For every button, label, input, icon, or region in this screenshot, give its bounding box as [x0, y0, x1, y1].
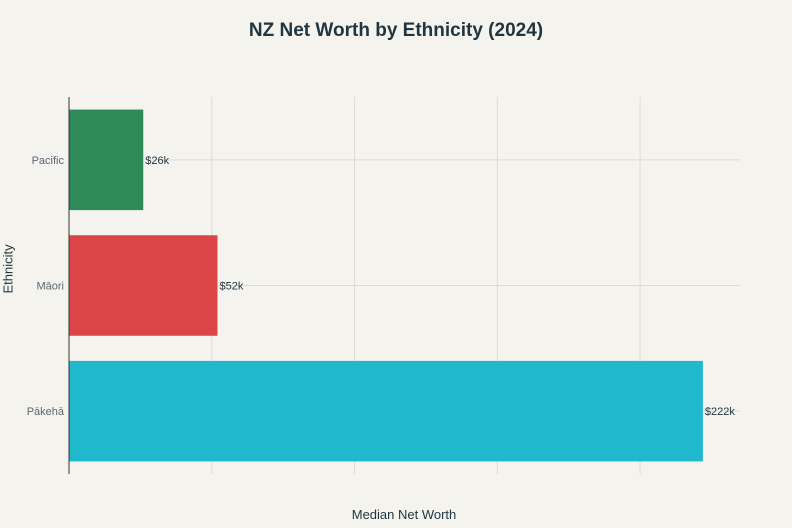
data-label: $26k — [145, 155, 169, 167]
x-axis-label: Median Net Worth — [351, 507, 457, 522]
data-label: $222k — [705, 406, 735, 418]
bars — [69, 109, 703, 462]
bar-2 — [69, 235, 218, 336]
bar-3 — [69, 360, 703, 462]
bar-1 — [69, 109, 144, 211]
category-label: Māori — [36, 281, 64, 293]
data-labels: $26k $52k $222k — [145, 155, 735, 418]
category-label: Pākehā — [27, 406, 65, 418]
data-label: $52k — [219, 281, 243, 293]
category-labels: Pacific Māori Pākehā — [27, 155, 65, 418]
category-label: Pacific — [32, 155, 65, 167]
chart-title: NZ Net Worth by Ethnicity (2024) — [248, 20, 544, 41]
y-axis-label: Ethnicity — [0, 244, 16, 294]
